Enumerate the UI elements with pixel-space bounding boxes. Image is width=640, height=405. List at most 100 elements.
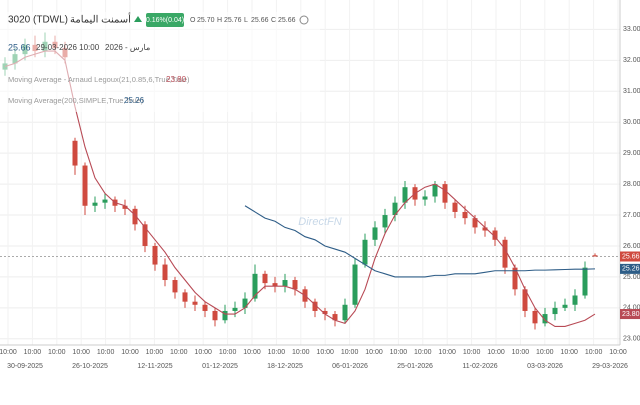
x-date-label: 26-10-2025 [72, 363, 108, 370]
price-tags: 23.80 25.26 25.66 [620, 251, 640, 320]
price-tag [620, 309, 640, 320]
candle-body [232, 307, 238, 311]
axes: 23.00 24.00 25.00 26.00 27.00 28.00 29.00 30.00… [0, 26, 640, 370]
x-tick-label: 10:00 [48, 349, 66, 356]
x-tick-label: 10:00 [97, 349, 115, 356]
x-tick-label: 10:00 [170, 349, 188, 356]
x-tick-label: 10:00 [194, 349, 212, 356]
candle-body [292, 280, 298, 290]
candle-body [262, 273, 268, 284]
price-tag [620, 263, 640, 274]
candle-body [82, 165, 88, 206]
candle-body [582, 267, 588, 296]
price-tag [620, 251, 640, 262]
legend-backdrop [0, 12, 320, 112]
candle-body [572, 295, 578, 305]
x-tick-label: 10:00 [268, 349, 286, 356]
plot [0, 32, 620, 330]
up-arrow [134, 16, 142, 22]
y-tick-label: 28.00 [623, 181, 640, 188]
y-tick-label: 25.00 [623, 274, 640, 281]
candle-body [512, 267, 518, 290]
legend-entry: Moving Average(200,SIMPLE,True,True) [8, 96, 144, 105]
x-tick-label: 10:00 [341, 349, 359, 356]
last-price: 25.66 [8, 42, 31, 52]
candle-body [282, 280, 288, 287]
x-tick-label: 10:00 [72, 349, 90, 356]
x-tick-label: 10:00 [390, 349, 408, 356]
candle-body [222, 310, 228, 321]
candle-body [312, 301, 318, 311]
x-tick-label: 10:00 [487, 349, 505, 356]
x-tick-label: 10:00 [316, 349, 334, 356]
candle-body [212, 310, 218, 321]
x-date-label: 03-03-2026 [527, 363, 563, 370]
x-tick-label: 10:00 [219, 349, 237, 356]
x-tick-label: 10:00 [438, 349, 456, 356]
candle-body [462, 211, 468, 219]
candle-body [492, 230, 498, 240]
settings-icon[interactable] [299, 15, 309, 25]
moving-average-line [4, 50, 596, 327]
x-tick-label: 10:00 [146, 349, 164, 356]
candle-body [202, 304, 208, 311]
candle-body [562, 304, 568, 308]
legend-value: 23.80 [166, 75, 187, 84]
x-tick-label: 10:00 [365, 349, 383, 356]
candle-body [182, 292, 188, 302]
candle-body [152, 245, 158, 265]
ohlc-value: 25.66 [251, 17, 269, 24]
x-tick-label: 10:00 [121, 349, 139, 356]
x-date-label: 01-12-2025 [202, 363, 238, 370]
y-tick-label: 30.00 [623, 119, 640, 126]
x-tick-label: 10:00 [512, 349, 530, 356]
y-tick-label: 24.00 [623, 305, 640, 312]
x-date-label: 29-03-2026 [592, 363, 628, 370]
ohlc-value: 25.76 [224, 17, 242, 24]
symbol: 3020 (TDWL) [8, 15, 68, 26]
ohlc-header: O 25.70 H 25.76 L 25.66 C 25.66 [190, 17, 296, 24]
legend-value: 25.26 [124, 96, 145, 105]
month: مارس - 2026 [105, 43, 150, 52]
ohlc-key: H [217, 17, 222, 24]
company-name: أسمنت اليمامة [70, 13, 131, 26]
candle-body [332, 314, 338, 321]
candle-body [592, 255, 598, 257]
x-tick-label: 10:00 [585, 349, 603, 356]
x-date-label: 18-12-2025 [267, 363, 303, 370]
candle-body [552, 307, 558, 315]
x-tick-label: 10:00 [463, 349, 481, 356]
x-tick-label: 10:00 [243, 349, 261, 356]
y-tick-label: 23.00 [623, 336, 640, 343]
x-date-label: 25-01-2026 [397, 363, 433, 370]
candle-body [142, 224, 148, 246]
x-tick-label: 10:00 [0, 349, 17, 356]
ohlc-key: L [244, 17, 248, 24]
datetime: 29-03-2026 10:00 [36, 43, 100, 52]
change-badge [146, 13, 184, 27]
candle-body [132, 208, 138, 225]
x-tick-label: 10:00 [292, 349, 310, 356]
candle-body [482, 227, 488, 231]
y-tick-label: 27.00 [623, 212, 640, 219]
price-tag-label: 25.66 [622, 253, 640, 260]
candle-body [172, 280, 178, 293]
x-date-label: 11-02-2026 [462, 363, 497, 370]
y-tick-label: 33.00 [623, 26, 640, 33]
ohlc-value: 25.70 [197, 17, 215, 24]
x-date-label: 12-11-2025 [137, 363, 172, 370]
candle-body [252, 273, 258, 299]
candle-body [392, 202, 398, 216]
candle-body [502, 239, 508, 268]
candle-body [442, 184, 448, 203]
candle-body [372, 227, 378, 240]
watermark: DirectFN [298, 216, 341, 228]
x-tick-label: 10:00 [609, 349, 627, 356]
x-tick-label: 10:00 [414, 349, 432, 356]
candle-body [92, 202, 98, 206]
x-date-label: 30-09-2025 [7, 363, 43, 370]
y-tick-label: 32.00 [623, 57, 640, 64]
candle-body [192, 301, 198, 305]
candle-body [272, 283, 278, 287]
